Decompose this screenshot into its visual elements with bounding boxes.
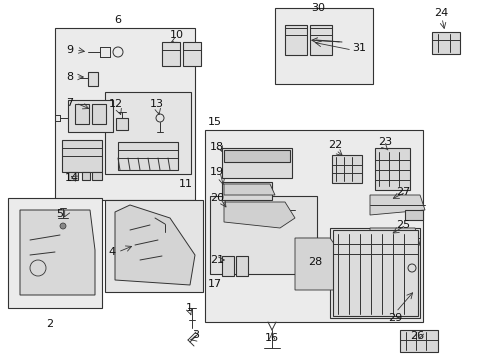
Bar <box>209 196 316 274</box>
Bar <box>82 172 90 180</box>
Text: 24: 24 <box>433 8 447 18</box>
Circle shape <box>60 223 66 229</box>
Text: 29: 29 <box>387 313 402 323</box>
Text: 3: 3 <box>192 330 199 340</box>
Text: 20: 20 <box>209 193 224 203</box>
Bar <box>92 172 102 180</box>
Bar <box>329 228 419 318</box>
Text: 13: 13 <box>150 99 163 109</box>
Bar <box>75 104 89 124</box>
Polygon shape <box>369 228 419 248</box>
Text: 19: 19 <box>209 167 224 177</box>
Bar <box>222 182 271 200</box>
Text: 7: 7 <box>66 98 73 108</box>
Text: 17: 17 <box>207 279 222 289</box>
Text: 22: 22 <box>327 140 342 150</box>
Text: 15: 15 <box>207 117 222 127</box>
Bar <box>68 100 113 132</box>
Polygon shape <box>115 205 195 285</box>
Bar <box>8 198 102 308</box>
Bar <box>204 130 422 322</box>
Text: 18: 18 <box>209 142 224 152</box>
Bar <box>222 148 291 178</box>
Bar <box>88 72 98 86</box>
Text: 31: 31 <box>351 43 365 53</box>
Bar <box>274 8 372 84</box>
Text: 27: 27 <box>395 187 409 197</box>
Text: 4: 4 <box>108 247 115 257</box>
Bar <box>105 92 191 174</box>
Bar <box>331 155 361 183</box>
Polygon shape <box>294 238 339 290</box>
Bar <box>309 25 331 55</box>
Bar <box>62 140 102 172</box>
Bar <box>297 238 327 288</box>
Text: 6: 6 <box>114 15 121 25</box>
Text: 11: 11 <box>179 179 193 189</box>
Text: 9: 9 <box>66 45 73 55</box>
Bar <box>55 28 195 200</box>
Text: 23: 23 <box>377 137 391 147</box>
Polygon shape <box>20 210 95 295</box>
Bar <box>224 150 289 162</box>
Text: 8: 8 <box>66 72 73 82</box>
Polygon shape <box>224 202 294 228</box>
Bar <box>222 256 234 276</box>
Text: 14: 14 <box>65 173 79 183</box>
Bar <box>332 230 417 316</box>
Text: 16: 16 <box>264 333 279 343</box>
Text: 12: 12 <box>109 99 123 109</box>
Bar <box>399 330 437 352</box>
Bar <box>68 172 78 180</box>
Polygon shape <box>224 184 274 195</box>
Bar <box>162 42 180 66</box>
Bar <box>118 142 178 170</box>
Text: 25: 25 <box>395 220 409 230</box>
Bar <box>404 210 422 220</box>
Text: 26: 26 <box>409 331 423 341</box>
Text: 2: 2 <box>46 319 54 329</box>
Text: 1: 1 <box>185 303 193 313</box>
Text: 10: 10 <box>170 30 183 40</box>
Text: 30: 30 <box>310 3 325 13</box>
Bar <box>374 148 409 190</box>
Polygon shape <box>369 195 424 215</box>
Bar <box>285 25 306 55</box>
Bar <box>431 32 459 54</box>
Text: 5: 5 <box>56 209 63 219</box>
Bar <box>116 118 128 130</box>
Text: 21: 21 <box>209 255 224 265</box>
Bar <box>236 256 247 276</box>
Bar <box>105 200 203 292</box>
Bar <box>92 104 106 124</box>
Bar <box>183 42 201 66</box>
Text: 28: 28 <box>307 257 322 267</box>
